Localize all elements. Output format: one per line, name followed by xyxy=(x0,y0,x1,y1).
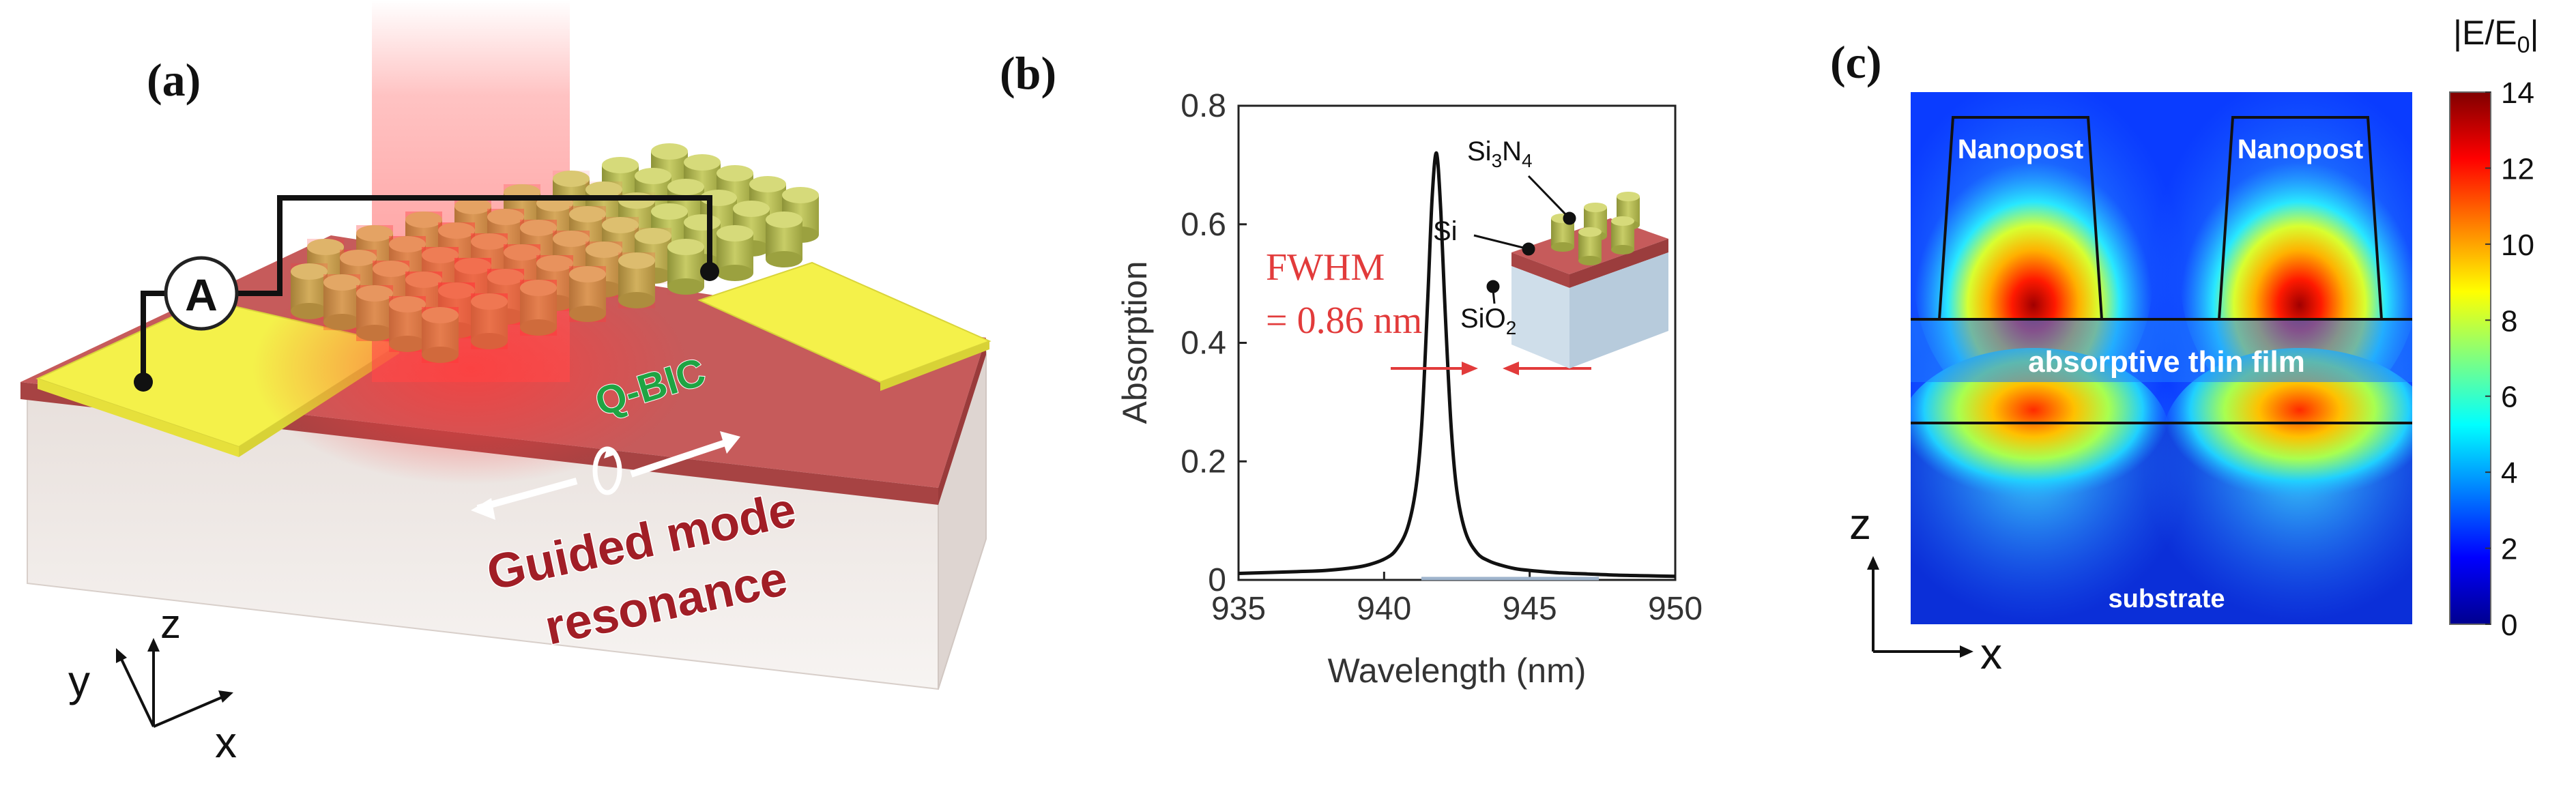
colorbar-tick-label: 12 xyxy=(2501,152,2534,186)
ammeter xyxy=(164,256,239,331)
nanopost xyxy=(717,225,753,281)
device-schematic: A Q-BIC Guided mode resonance z y x xyxy=(20,0,992,767)
nanopost xyxy=(618,252,655,308)
nanopost-right-label: Nanopost xyxy=(2238,134,2363,164)
nanopost xyxy=(291,263,328,319)
film-label: absorptive thin film xyxy=(2028,345,2305,379)
axes-triad-a xyxy=(116,638,233,728)
colorbar-tick-label: 8 xyxy=(2501,304,2517,338)
fwhm-value: = 0.86 nm xyxy=(1266,300,1422,342)
panel-b-absorption-chart: (b) 935 940 945 950 0 0.2 0.4 0.6 0.8 Wavelength… xyxy=(996,0,1829,788)
right-electrode-edge xyxy=(880,341,989,391)
panel-a-label: (a) xyxy=(147,54,201,106)
nanopost xyxy=(356,285,393,341)
nanopost xyxy=(569,266,606,322)
inset-leaders xyxy=(1473,175,1576,304)
film-right xyxy=(938,338,986,505)
x-tick-label: 935 xyxy=(1211,591,1266,627)
panel-c-label: (c) xyxy=(1830,36,1882,88)
panel-b-label: (b) xyxy=(1000,47,1057,99)
panel-a-device-schematic: (a) xyxy=(0,0,996,788)
axes-triad-c xyxy=(1867,556,1973,658)
colorbar-tick-label: 4 xyxy=(2501,456,2517,490)
axis-z-label-a: z xyxy=(160,601,181,647)
substrate-label: substrate xyxy=(2108,585,2225,613)
nanopost xyxy=(520,280,557,336)
ammeter-label: A xyxy=(185,269,218,320)
absorption-series-line xyxy=(1238,151,1676,579)
y-tick-label: 0 xyxy=(1208,562,1226,598)
nanopost-array xyxy=(291,143,819,363)
mode-arrows xyxy=(471,431,740,520)
field-map: Nanopost Nanopost absorptive thin film s… xyxy=(1849,14,2539,678)
nanopost-left-label: Nanopost xyxy=(1958,134,2083,164)
nanopost xyxy=(766,211,802,267)
inset-nanopost xyxy=(1611,216,1634,254)
inset-si-label: Si xyxy=(1433,216,1458,246)
axis-y-label-a: y xyxy=(68,656,90,705)
x-tick-label: 940 xyxy=(1357,591,1411,627)
axis-x-label-c: x xyxy=(1980,629,2002,678)
chart-ticks: 935 940 945 950 0 0.2 0.4 0.6 0.8 xyxy=(1181,88,1703,627)
nanopost xyxy=(422,307,459,363)
electrode-contact-left xyxy=(134,373,153,392)
nanopost xyxy=(323,274,360,330)
y-axis-label: Absorption xyxy=(1116,261,1154,424)
colorbar-tick-label: 0 xyxy=(2501,609,2517,642)
colorbar-tick-label: 6 xyxy=(2501,381,2517,414)
fwhm-label: FWHM xyxy=(1266,246,1385,289)
nanopost xyxy=(471,293,508,349)
colorbar-tick-label: 10 xyxy=(2501,229,2534,262)
inset-nanopost xyxy=(1578,227,1602,265)
fwhm-arrows xyxy=(1391,362,1591,375)
absorption-chart: 935 940 945 950 0 0.2 0.4 0.6 0.8 Wavelength (nm… xyxy=(1116,88,1703,690)
y-tick-label: 0.2 xyxy=(1181,443,1226,480)
inset-device xyxy=(1511,192,1668,368)
y-tick-label: 0.6 xyxy=(1181,207,1226,243)
colorbar xyxy=(2449,91,2491,625)
x-tick-label: 950 xyxy=(1648,591,1703,627)
colorbar-title: |E/E0| xyxy=(2453,14,2539,58)
y-tick-label: 0.4 xyxy=(1181,325,1226,362)
circuit-wire-right xyxy=(235,195,712,296)
x-axis-label: Wavelength (nm) xyxy=(1328,652,1587,690)
colorbar-tick-label: 14 xyxy=(2501,76,2534,110)
panel-c-field-map: (c) xyxy=(1829,0,2576,788)
y-tick-label: 0.8 xyxy=(1181,88,1226,124)
left-electrode-edge2 xyxy=(38,379,239,457)
circuit-wire xyxy=(141,291,167,382)
axis-x-label-a: x xyxy=(215,718,237,767)
nanopost xyxy=(667,239,704,295)
x-tick-label: 945 xyxy=(1503,591,1557,627)
colorbar-tick-label: 2 xyxy=(2501,533,2517,566)
electrode-contact-right xyxy=(700,262,719,281)
nanopost xyxy=(389,296,426,352)
axis-z-label-c: z xyxy=(1849,499,1871,549)
colorbar-ticks: 14 12 10 8 6 4 2 0 xyxy=(2485,76,2534,642)
